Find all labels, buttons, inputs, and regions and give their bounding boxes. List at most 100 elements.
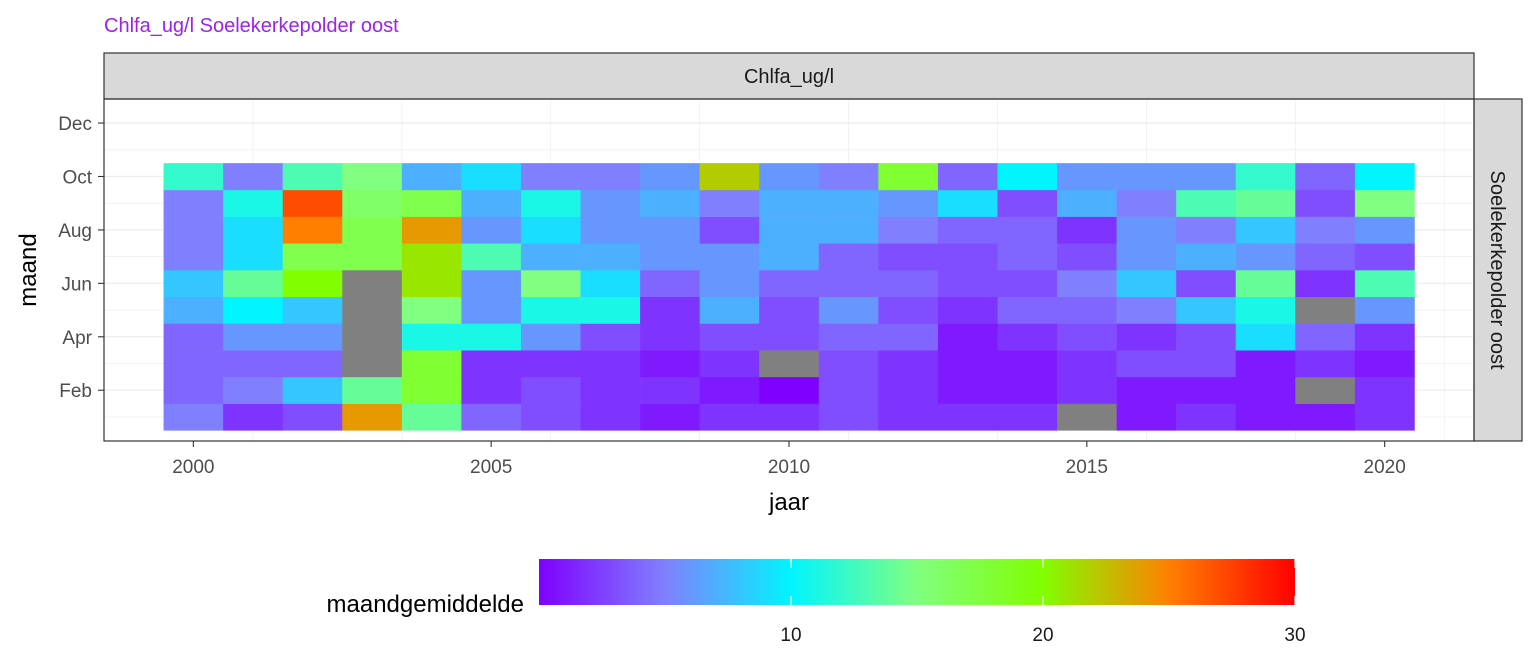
heatmap-cell — [818, 270, 879, 298]
heatmap-cell — [759, 403, 820, 431]
heatmap-cell — [1116, 350, 1177, 378]
heatmap-cell — [1057, 350, 1117, 378]
heatmap-cell — [997, 403, 1058, 431]
heatmap-cell — [997, 243, 1058, 271]
heatmap-cell — [223, 376, 283, 404]
heatmap-cell — [520, 296, 581, 324]
heatmap-cell — [342, 270, 403, 298]
heatmap-cell — [699, 350, 760, 378]
heatmap-cell — [997, 163, 1058, 191]
heatmap-cell — [520, 243, 581, 271]
heatmap-cell — [1057, 323, 1117, 351]
heatmap-cell — [520, 323, 581, 351]
heatmap-cell — [520, 270, 581, 298]
heatmap-cell — [163, 243, 224, 271]
heatmap-cell — [818, 376, 879, 404]
x-tick-label: 2020 — [1364, 457, 1406, 478]
heatmap-cell — [580, 216, 641, 244]
heatmap-cell — [759, 163, 820, 191]
heatmap-cell — [1176, 189, 1237, 217]
heatmap-cell — [1057, 403, 1117, 431]
heatmap-cell — [878, 216, 939, 244]
heatmap-cell — [461, 296, 522, 324]
heatmap-cell — [520, 350, 581, 378]
heatmap-cell — [818, 243, 879, 271]
heatmap-cell — [520, 189, 581, 217]
heatmap-cell — [997, 350, 1058, 378]
heatmap-cell — [937, 189, 998, 217]
heatmap-cell — [937, 243, 998, 271]
heatmap-cell — [282, 296, 343, 324]
heatmap-cell — [163, 163, 224, 191]
heatmap-cell — [1354, 243, 1415, 271]
heatmap-cell — [699, 270, 760, 298]
legend-ticks: 10 20 30 — [780, 559, 1306, 646]
heatmap-cell — [282, 189, 343, 217]
heatmap-cell — [1116, 323, 1177, 351]
heatmap-cell — [818, 350, 879, 378]
heatmap-cell — [520, 216, 581, 244]
heatmap-cell — [640, 403, 700, 431]
x-tick-label: 2015 — [1066, 457, 1108, 478]
heatmap-cell — [937, 323, 998, 351]
facet-strip-right — [1473, 98, 1523, 442]
heatmap-cell — [1295, 350, 1356, 378]
legend-tick-label: 10 — [780, 625, 801, 646]
heatmap-cell — [282, 243, 343, 271]
heatmap-cell — [461, 270, 522, 298]
heatmap-cell — [1057, 216, 1117, 244]
heatmap-cell — [818, 189, 879, 217]
legend-colorbar — [539, 559, 1295, 605]
heatmap-cell — [1176, 243, 1237, 271]
heatmap-cell — [699, 296, 760, 324]
heatmap-cell — [1295, 216, 1356, 244]
heatmap-cell — [401, 163, 462, 191]
heatmap-cell — [342, 243, 403, 271]
heatmap-cell — [461, 216, 522, 244]
heatmap-cell — [461, 189, 522, 217]
heatmap-cell — [937, 216, 998, 244]
heatmap-cell — [1235, 350, 1296, 378]
heatmap-cell — [1116, 189, 1177, 217]
heatmap-cell — [640, 296, 700, 324]
heatmap-cell — [163, 189, 224, 217]
heatmap-cell — [699, 323, 760, 351]
heatmap-cell — [759, 376, 820, 404]
y-axis: Feb Apr Jun Aug Oct Dec — [58, 114, 104, 402]
heatmap-cell — [878, 270, 939, 298]
heatmap-cell — [937, 270, 998, 298]
heatmap-cell — [223, 350, 283, 378]
heatmap-cell — [997, 270, 1058, 298]
heatmap-cell — [878, 376, 939, 404]
heatmap-cell — [640, 216, 700, 244]
heatmap-cell — [1176, 163, 1237, 191]
facet-strip-top — [103, 52, 1475, 100]
heatmap-cell — [1295, 163, 1356, 191]
heatmap-cell — [937, 163, 998, 191]
heatmap-cell — [342, 376, 403, 404]
heatmap-cell — [342, 350, 403, 378]
heatmap-cell — [878, 403, 939, 431]
heatmap-cell — [520, 403, 581, 431]
heatmap-cell — [997, 296, 1058, 324]
heatmap-cell — [1235, 403, 1296, 431]
heatmap-cell — [163, 376, 224, 404]
facet-strip-right-label: Soelekerkepolder oost — [1486, 170, 1508, 369]
heatmap-cell — [759, 323, 820, 351]
heatmap-cell — [282, 323, 343, 351]
heatmap-cell — [580, 350, 641, 378]
heatmap-cell — [1116, 376, 1177, 404]
heatmap-cell — [1354, 189, 1415, 217]
heatmap-cell — [1176, 270, 1237, 298]
heatmap-cell — [461, 403, 522, 431]
heatmap-cell — [282, 163, 343, 191]
heatmap-cell — [759, 296, 820, 324]
heatmap-cell — [1116, 163, 1177, 191]
heatmap-cell — [282, 376, 343, 404]
heatmap-cell — [699, 376, 760, 404]
heatmap-cell — [1176, 403, 1237, 431]
heatmap-cell — [401, 243, 462, 271]
heatmap-cell — [282, 350, 343, 378]
heatmap-cell — [1354, 350, 1415, 378]
